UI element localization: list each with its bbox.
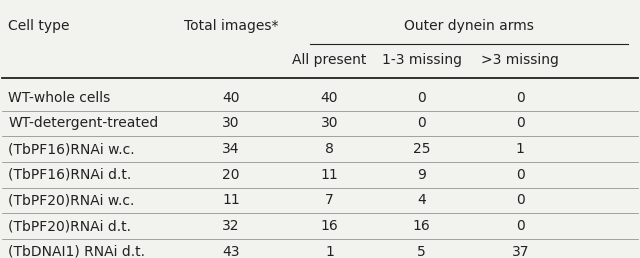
Text: 11: 11 [321, 168, 339, 182]
Text: (TbDNAI1) RNAi d.t.: (TbDNAI1) RNAi d.t. [8, 245, 145, 258]
Text: 9: 9 [417, 168, 426, 182]
Text: WT-whole cells: WT-whole cells [8, 91, 111, 105]
Text: Outer dynein arms: Outer dynein arms [404, 19, 534, 33]
Text: 7: 7 [325, 194, 334, 207]
Text: 8: 8 [325, 142, 334, 156]
Text: 0: 0 [516, 219, 525, 233]
Text: 34: 34 [222, 142, 240, 156]
Text: 5: 5 [417, 245, 426, 258]
Text: 32: 32 [222, 219, 240, 233]
Text: 16: 16 [413, 219, 431, 233]
Text: Total images*: Total images* [184, 19, 278, 33]
Text: 1-3 missing: 1-3 missing [381, 53, 461, 67]
Text: 40: 40 [222, 91, 240, 105]
Text: >3 missing: >3 missing [481, 53, 559, 67]
Text: 25: 25 [413, 142, 431, 156]
Text: 20: 20 [222, 168, 240, 182]
Text: 40: 40 [321, 91, 339, 105]
Text: WT-detergent-treated: WT-detergent-treated [8, 116, 159, 131]
Text: All present: All present [292, 53, 367, 67]
Text: 43: 43 [222, 245, 240, 258]
Text: 30: 30 [321, 116, 339, 131]
Text: 1: 1 [325, 245, 334, 258]
Text: (TbPF16)RNAi w.c.: (TbPF16)RNAi w.c. [8, 142, 135, 156]
Text: 11: 11 [222, 194, 240, 207]
Text: (TbPF16)RNAi d.t.: (TbPF16)RNAi d.t. [8, 168, 132, 182]
Text: 0: 0 [516, 194, 525, 207]
Text: (TbPF20)RNAi w.c.: (TbPF20)RNAi w.c. [8, 194, 135, 207]
Text: 0: 0 [417, 116, 426, 131]
Text: 4: 4 [417, 194, 426, 207]
Text: 37: 37 [511, 245, 529, 258]
Text: (TbPF20)RNAi d.t.: (TbPF20)RNAi d.t. [8, 219, 131, 233]
Text: 0: 0 [516, 91, 525, 105]
Text: Cell type: Cell type [8, 19, 70, 33]
Text: 0: 0 [417, 91, 426, 105]
Text: 0: 0 [516, 116, 525, 131]
Text: 16: 16 [321, 219, 339, 233]
Text: 0: 0 [516, 168, 525, 182]
Text: 1: 1 [516, 142, 525, 156]
Text: 30: 30 [222, 116, 240, 131]
